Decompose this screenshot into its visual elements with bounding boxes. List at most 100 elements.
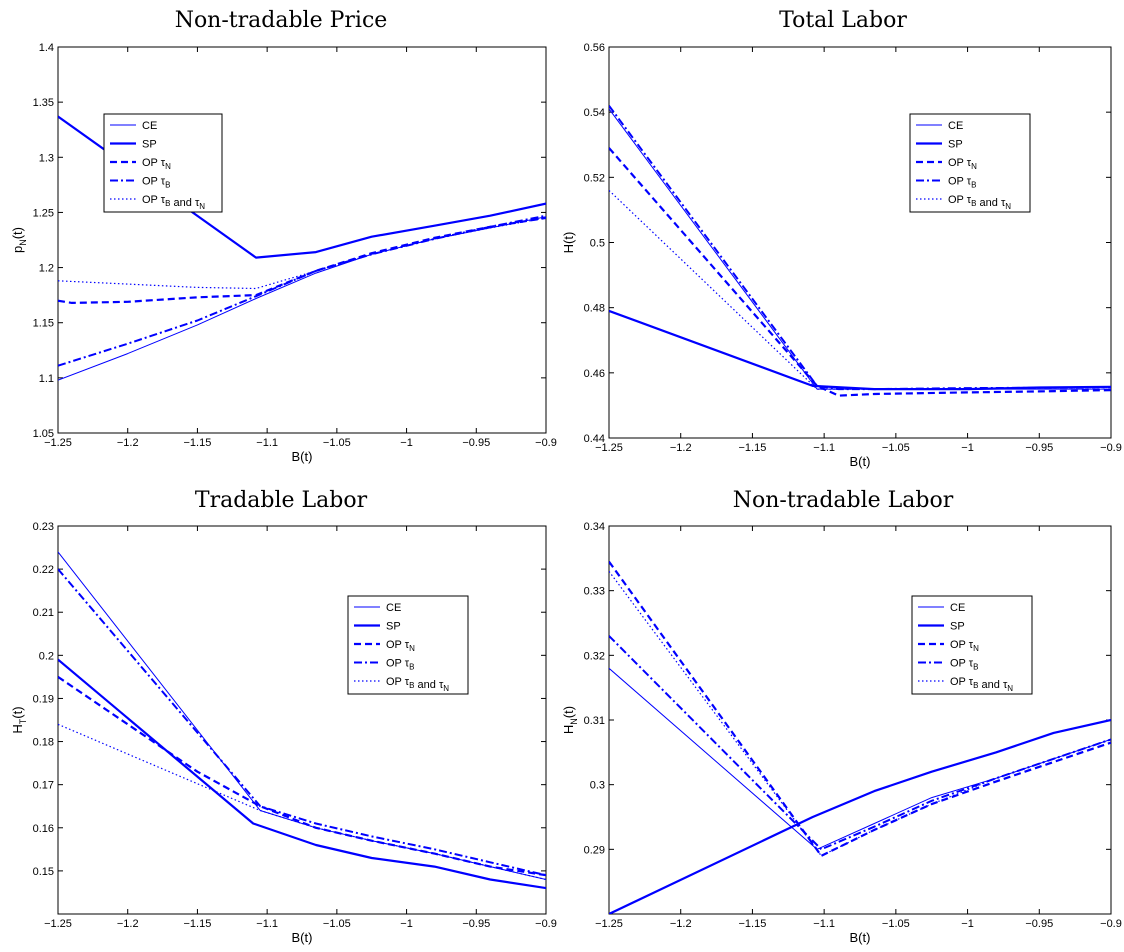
x-tick-label: −1.25	[44, 918, 72, 930]
y-tick-label: 0.17	[33, 780, 54, 792]
series-line-thin	[58, 551, 546, 880]
x-axis-label: B(t)	[850, 930, 871, 945]
series-line-dashed	[609, 560, 1111, 857]
x-axis-label: B(t)	[850, 454, 871, 469]
series-line-solid	[58, 658, 546, 890]
y-tick-label: 0.32	[584, 650, 605, 662]
series-group	[609, 560, 1111, 914]
y-tick-label: 1.3	[39, 152, 54, 164]
legend-label: OP τB and τN	[386, 676, 449, 693]
x-tick-label: −1.1	[813, 918, 835, 930]
legend-label: OP τB and τN	[142, 194, 205, 211]
series-group	[58, 551, 546, 890]
x-tick-label: −1.2	[670, 442, 692, 454]
y-tick-label: 0.29	[584, 844, 605, 856]
x-tick-label: −1.2	[670, 918, 692, 930]
legend-label: OP τB and τN	[950, 676, 1013, 693]
y-tick-label: 0.48	[584, 303, 605, 315]
chart-svg: −1.25 −1.2 −1.15 −1.1 −1.05 −1 −0.95 −0.9 1.05 1.…	[10, 42, 557, 464]
y-tick-label: 0.22	[33, 564, 54, 576]
legend-label: SP	[386, 621, 401, 633]
series-line-dashed	[58, 675, 546, 877]
legend-label: OP τN	[948, 157, 977, 171]
series-group	[609, 105, 1111, 397]
legend-label: CE	[142, 120, 157, 132]
x-tick-label: −1.25	[44, 437, 72, 449]
plot-area	[57, 525, 547, 915]
series-line-thin	[58, 216, 546, 381]
y-axis-label: HN(t)	[561, 706, 579, 734]
series-line-dotted	[609, 570, 1111, 857]
x-tick-label: −1.05	[323, 918, 351, 930]
chart-title: Tradable Labor	[194, 488, 368, 513]
legend-label: OP τB	[386, 658, 414, 672]
y-tick-label: 0.54	[584, 107, 605, 119]
x-tick-label: −1.25	[595, 442, 623, 454]
x-tick-label: −1	[400, 918, 413, 930]
y-tick-label: 0.21	[33, 607, 54, 619]
x-tick-label: −1.05	[882, 918, 910, 930]
x-tick-label: −1.05	[882, 442, 910, 454]
y-tick-label: 0.46	[584, 368, 605, 380]
legend-label: OP τN	[386, 639, 415, 653]
series-line-dotted	[58, 217, 546, 290]
x-tick-label: −1.15	[739, 918, 767, 930]
chart-panel-total-labor: Total Labor −1.25 −1.2 −1.15 −1.1 −1.05 −1 −0.…	[561, 0, 1124, 476]
series-line-dashed	[609, 147, 1111, 397]
plot-area	[57, 46, 547, 434]
y-tick-label: 0.15	[33, 866, 54, 878]
chart-panel-nontradable-price: Non-tradable Price −1.25 −1.2 −1.15 −1.1 −1.…	[0, 0, 562, 476]
x-tick-label: −1.25	[595, 918, 623, 930]
x-tick-label: −0.9	[535, 437, 557, 449]
legend-label: SP	[948, 139, 963, 151]
x-tick-label: −0.95	[1025, 442, 1053, 454]
legend-label: CE	[386, 602, 401, 614]
series-line-solid	[609, 718, 1111, 914]
chart-panel-nontradable-labor: Non-tradable Labor −1.25 −1.2 −1.15 −1.1 −1.…	[561, 476, 1124, 952]
x-tick-label: −1.1	[813, 442, 835, 454]
y-tick-label: 0.33	[584, 586, 605, 598]
x-tick-label: −0.95	[1025, 918, 1053, 930]
y-tick-label: 1.1	[39, 373, 54, 385]
x-tick-label: −0.95	[462, 918, 490, 930]
y-tick-label: 0.52	[584, 172, 605, 184]
series-line-thin	[609, 667, 1111, 850]
legend-label: CE	[950, 602, 965, 614]
x-tick-label: −0.9	[535, 918, 557, 930]
x-tick-label: −1	[961, 918, 974, 930]
legend-label: CE	[948, 120, 963, 132]
series-line-dashdot	[58, 214, 546, 367]
x-tick-label: −1.1	[256, 918, 278, 930]
y-tick-label: 0.23	[33, 521, 54, 533]
chart-title: Non-tradable Price	[174, 8, 388, 33]
x-axis-label: B(t)	[292, 930, 313, 945]
y-tick-label: 0.19	[33, 693, 54, 705]
series-line-dotted	[58, 723, 546, 881]
legend-label: SP	[950, 621, 965, 633]
y-tick-label: 0.3	[590, 780, 605, 792]
x-tick-label: −1.2	[117, 918, 139, 930]
x-tick-label: −0.95	[462, 437, 490, 449]
x-tick-label: −0.9	[1100, 918, 1122, 930]
chart-title: Non-tradable Labor	[732, 488, 954, 513]
series-line-solid	[58, 115, 546, 259]
y-tick-label: 0.34	[584, 521, 605, 533]
x-tick-label: −1.15	[184, 437, 212, 449]
x-tick-label: −0.9	[1100, 442, 1122, 454]
y-tick-label: 1.35	[33, 97, 54, 109]
legend-label: OP τB	[142, 176, 170, 190]
chart-svg: −1.25 −1.2 −1.15 −1.1 −1.05 −1 −0.95 −0.9 0.44 0.…	[561, 42, 1122, 469]
x-tick-label: −1.2	[117, 437, 139, 449]
y-axis-label: HT(t)	[10, 706, 28, 733]
plot-area	[608, 525, 1112, 915]
y-tick-label: 0.56	[584, 42, 605, 54]
legend-label: OP τB	[950, 658, 978, 672]
legend-label: OP τB and τN	[948, 194, 1011, 211]
y-tick-label: 1.2	[39, 263, 54, 275]
x-tick-label: −1.15	[739, 442, 767, 454]
chart-svg: −1.25 −1.2 −1.15 −1.1 −1.05 −1 −0.95 −0.9 0.29 0.…	[561, 521, 1122, 945]
x-tick-label: −1	[400, 437, 413, 449]
series-line-thin	[609, 108, 1111, 390]
legend-label: SP	[142, 139, 157, 151]
y-tick-label: 0.5	[590, 238, 605, 250]
